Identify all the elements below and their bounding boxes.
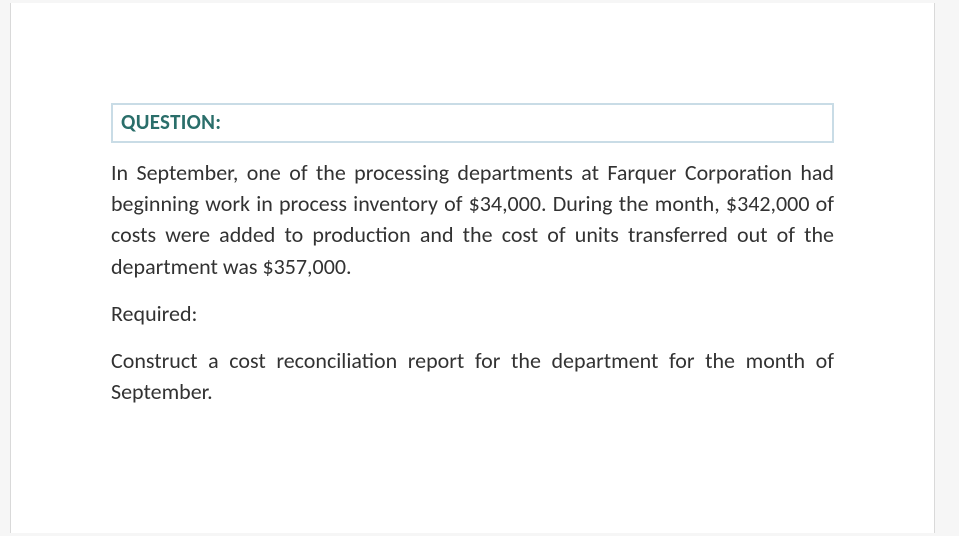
- document-page: QUESTION: In September, one of the proce…: [10, 3, 935, 533]
- question-body-paragraph-1: In September, one of the processing depa…: [111, 157, 834, 282]
- question-label: QUESTION:: [121, 109, 221, 135]
- question-required-label: Required:: [111, 298, 834, 329]
- question-heading-box: QUESTION:: [111, 103, 834, 143]
- question-required-text: Construct a cost reconciliation report f…: [111, 345, 834, 407]
